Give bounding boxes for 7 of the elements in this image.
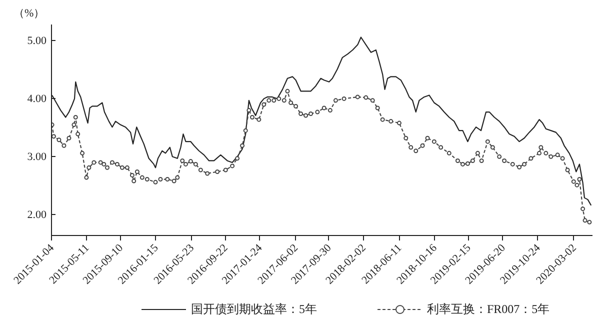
y-axis-title: （%）	[14, 8, 45, 20]
y-tick-label: 4.00	[27, 93, 47, 106]
y-tick-label: 3.00	[27, 151, 47, 164]
legend-label: 国开债到期收益率：5年	[191, 300, 317, 318]
y-tick-label: 5.00	[27, 35, 47, 48]
y-tick-label: 2.00	[27, 209, 47, 222]
legend-label: 利率互换：FR007：5年	[427, 300, 550, 318]
